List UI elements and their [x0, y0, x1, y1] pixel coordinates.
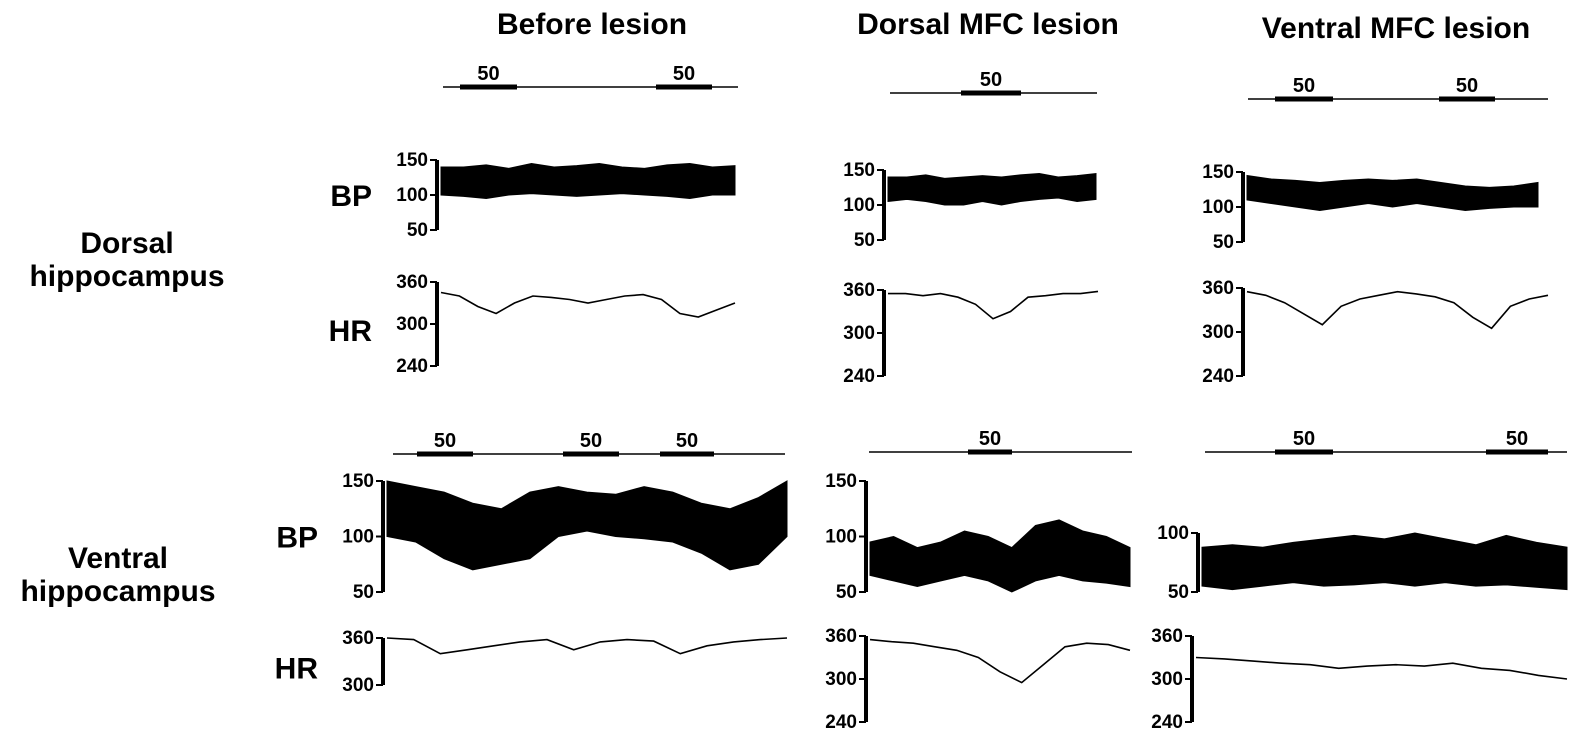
hr-trace — [440, 291, 736, 318]
hr-tick-label: 360 — [1151, 626, 1183, 647]
bp-trace — [386, 480, 788, 571]
panel-4: 50 50 50 BP HR 150 100 50 360 300 — [275, 430, 788, 696]
stimulus-label: 50 — [434, 430, 456, 452]
stimulus-label: 50 — [580, 430, 602, 452]
bp-tick-label: 50 — [854, 230, 875, 251]
hr-tick-label: 300 — [1202, 322, 1234, 343]
bp-trace — [1246, 174, 1539, 212]
hr-tick-label: 360 — [843, 280, 875, 301]
hr-tick-label: 300 — [825, 669, 857, 690]
bp-tick-label: 50 — [1213, 232, 1234, 253]
hr-trace — [1246, 290, 1549, 330]
stimulus-label: 50 — [477, 63, 499, 85]
bp-tick-label: 150 — [342, 471, 374, 492]
hr-tick-label: 240 — [1202, 366, 1234, 387]
hr-tick-label: 240 — [1151, 712, 1183, 733]
bp-trace — [440, 162, 736, 200]
stimulus-label: 50 — [979, 428, 1001, 450]
stimulus-label: 50 — [673, 63, 695, 85]
stimulus-label: 50 — [1456, 75, 1478, 97]
bp-trace — [1201, 532, 1568, 591]
channel-label-hr: HR — [275, 653, 319, 686]
trace-panels: 50 50 BP HR 150 100 50 360 300 240 50 150 100 50 360 30… — [275, 63, 1568, 733]
hr-tick-label: 300 — [843, 323, 875, 344]
hr-tick-label: 240 — [843, 366, 875, 387]
bp-tick-label: 150 — [396, 150, 428, 171]
row-title-dorsal-line2: hippocampus — [29, 260, 224, 293]
bp-tick-label: 50 — [407, 220, 428, 241]
stimulus-label: 50 — [980, 69, 1002, 91]
bp-tick-label: 100 — [843, 195, 875, 216]
row-title-ventral-line1: Ventral — [68, 542, 168, 575]
channel-label-hr: HR — [329, 315, 373, 348]
panel-5: 50 150 100 50 360 300 240 — [825, 428, 1132, 733]
bp-tick-label: 100 — [1157, 523, 1189, 544]
hr-tick-label: 360 — [825, 626, 857, 647]
row-title-dorsal-line1: Dorsal — [80, 227, 173, 260]
stimulus-label: 50 — [1506, 428, 1528, 450]
hr-trace — [869, 638, 1131, 684]
column-title-dorsal-mfc-lesion: Dorsal MFC lesion — [857, 8, 1119, 41]
panel-1: 50 50 BP HR 150 100 50 360 300 240 — [329, 63, 738, 377]
bp-trace — [887, 172, 1097, 206]
bp-tick-label: 50 — [353, 582, 374, 603]
hr-trace — [888, 290, 1099, 320]
channel-label-bp: BP — [330, 180, 372, 213]
bp-tick-label: 100 — [396, 185, 428, 206]
hr-tick-label: 300 — [342, 675, 374, 696]
hr-tick-label: 300 — [1151, 669, 1183, 690]
stimulus-label: 50 — [1293, 428, 1315, 450]
row-title-ventral-hippocampus: Ventral hippocampus — [20, 542, 215, 608]
column-title-ventral-mfc-lesion: Ventral MFC lesion — [1262, 12, 1530, 45]
channel-label-bp: BP — [276, 522, 318, 555]
bp-tick-label: 150 — [1202, 162, 1234, 183]
stimulus-label: 50 — [1293, 75, 1315, 97]
hr-trace — [1195, 656, 1568, 680]
hr-tick-label: 360 — [1202, 278, 1234, 299]
bp-tick-label: 150 — [843, 160, 875, 181]
hr-tick-label: 300 — [396, 314, 428, 335]
panel-3: 50 50 150 100 50 360 300 240 — [1202, 75, 1549, 387]
bp-trace — [869, 519, 1131, 593]
bp-tick-label: 50 — [836, 582, 857, 603]
row-title-ventral-line2: hippocampus — [20, 575, 215, 608]
panel-2: 50 150 100 50 360 300 240 — [843, 69, 1099, 387]
hr-tick-label: 360 — [396, 272, 428, 293]
panel-6: 50 50 100 50 360 300 240 — [1151, 428, 1568, 733]
bp-tick-label: 50 — [1168, 582, 1189, 603]
row-title-dorsal-hippocampus: Dorsal hippocampus — [29, 227, 224, 293]
bp-tick-label: 100 — [1202, 197, 1234, 218]
hr-tick-label: 240 — [396, 356, 428, 377]
hr-tick-label: 240 — [825, 712, 857, 733]
stimulus-label: 50 — [676, 430, 698, 452]
bp-tick-label: 100 — [825, 527, 857, 548]
column-title-before-lesion: Before lesion — [497, 8, 687, 41]
bp-tick-label: 150 — [825, 471, 857, 492]
hr-trace — [386, 637, 788, 655]
bp-tick-label: 100 — [342, 527, 374, 548]
hr-tick-label: 360 — [342, 628, 374, 649]
